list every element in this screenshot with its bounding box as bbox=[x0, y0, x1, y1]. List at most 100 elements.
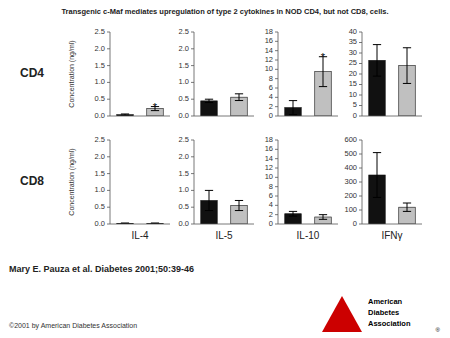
citation: Mary E. Pauza et al. Diabetes 2001;50:39… bbox=[9, 264, 194, 274]
tick-mark bbox=[191, 190, 194, 191]
tick-label: 0 bbox=[269, 111, 273, 120]
x-label: IFNγ bbox=[381, 230, 402, 241]
tick-mark bbox=[275, 205, 278, 206]
tick-mark bbox=[275, 140, 278, 141]
tick-mark bbox=[275, 214, 278, 215]
x-axis bbox=[110, 224, 170, 225]
tick-mark bbox=[275, 186, 278, 187]
tick-label: 300 bbox=[344, 177, 357, 186]
chart: Transgenic c-Maf mediates upregulation o… bbox=[0, 0, 450, 338]
tick-mark bbox=[107, 224, 110, 225]
tick-label: 200 bbox=[344, 191, 357, 200]
tick-label: 100 bbox=[344, 205, 357, 214]
tick-label: 1.5 bbox=[95, 61, 105, 70]
tick-label: 16 bbox=[265, 36, 273, 45]
tick-label: 30 bbox=[349, 48, 357, 57]
error-bar bbox=[319, 215, 327, 220]
tick-label: 10 bbox=[265, 64, 273, 73]
tick-mark bbox=[191, 173, 194, 174]
tick-mark bbox=[275, 158, 278, 159]
tick-mark bbox=[191, 224, 194, 225]
tick-mark bbox=[107, 173, 110, 174]
panel: 0.00.51.01.52.02.5IL-4 bbox=[95, 135, 170, 241]
tick-mark bbox=[107, 32, 110, 33]
panel: 0.00.51.01.52.02.5* bbox=[95, 27, 170, 120]
error-bar bbox=[289, 211, 297, 216]
tick-mark bbox=[275, 168, 278, 169]
tick-label: 2.0 bbox=[179, 152, 189, 161]
y-axis bbox=[362, 140, 363, 224]
tick-label: 1.0 bbox=[179, 185, 189, 194]
row-label: CD4 bbox=[20, 66, 44, 80]
copyright: ©2001 by American Diabetes Association bbox=[9, 322, 137, 330]
tick-mark bbox=[359, 53, 362, 54]
tick-label: 8 bbox=[269, 182, 273, 191]
marks bbox=[369, 45, 416, 116]
tick-label: 2.5 bbox=[95, 27, 105, 36]
error-bar bbox=[235, 94, 243, 101]
tick-mark bbox=[275, 32, 278, 33]
tick-label: 400 bbox=[344, 163, 357, 172]
tick-label: 2.0 bbox=[95, 44, 105, 53]
tick-label: 8 bbox=[269, 74, 273, 83]
x-label: IL-4 bbox=[131, 230, 149, 241]
tick-label: 16 bbox=[265, 144, 273, 153]
tick-label: 600 bbox=[344, 135, 357, 144]
tick-mark bbox=[359, 210, 362, 211]
tick-mark bbox=[107, 116, 110, 117]
tick-mark bbox=[275, 78, 278, 79]
tick-label: 6 bbox=[269, 191, 273, 200]
tick-mark bbox=[275, 50, 278, 51]
logo-text: Association bbox=[368, 319, 411, 328]
logo-mark: ® bbox=[436, 327, 441, 333]
marks bbox=[285, 211, 332, 224]
annotation: * bbox=[321, 51, 326, 63]
y-axis bbox=[194, 32, 195, 116]
panel: 0510152025303540 bbox=[349, 27, 422, 120]
title: Transgenic c-Maf mediates upregulation o… bbox=[61, 7, 388, 16]
panel: 024681012141618IL-10 bbox=[265, 135, 338, 241]
tick-mark bbox=[359, 105, 362, 106]
tick-label: 4 bbox=[269, 92, 273, 101]
tick-mark bbox=[107, 156, 110, 157]
x-axis bbox=[362, 116, 422, 117]
x-axis bbox=[278, 224, 338, 225]
tick-label: 1.5 bbox=[179, 169, 189, 178]
tick-label: 2 bbox=[269, 102, 273, 111]
panel: 024681012141618* bbox=[265, 27, 338, 120]
tick-label: 2.5 bbox=[179, 135, 189, 144]
row-label: CD8 bbox=[20, 174, 44, 188]
tick-label: 0.0 bbox=[179, 219, 189, 228]
tick-mark bbox=[275, 106, 278, 107]
tick-mark bbox=[275, 116, 278, 117]
tick-label: 2.0 bbox=[179, 44, 189, 53]
tick-mark bbox=[359, 74, 362, 75]
tick-mark bbox=[191, 99, 194, 100]
tick-mark bbox=[359, 32, 362, 33]
tick-label: 1.0 bbox=[95, 77, 105, 86]
tick-label: 0.0 bbox=[95, 219, 105, 228]
panel: 0100200300400500600IFNγ bbox=[344, 135, 422, 241]
error-bar bbox=[403, 203, 411, 211]
error-bar bbox=[121, 114, 129, 115]
bar bbox=[201, 101, 218, 116]
tick-mark bbox=[191, 116, 194, 117]
tick-mark bbox=[275, 224, 278, 225]
error-bar bbox=[373, 45, 381, 77]
tick-mark bbox=[107, 190, 110, 191]
tick-mark bbox=[191, 32, 194, 33]
tick-mark bbox=[275, 196, 278, 197]
annotation: * bbox=[153, 101, 158, 113]
tick-label: 12 bbox=[265, 55, 273, 64]
tick-label: 1.0 bbox=[179, 77, 189, 86]
tick-mark bbox=[191, 140, 194, 141]
x-label: IL-10 bbox=[297, 230, 320, 241]
tick-mark bbox=[107, 48, 110, 49]
marks bbox=[285, 57, 332, 116]
panel: 0.00.51.01.52.02.5 bbox=[179, 27, 254, 120]
tick-label: 0.0 bbox=[95, 111, 105, 120]
x-axis bbox=[110, 116, 170, 117]
tick-mark bbox=[107, 82, 110, 83]
x-axis bbox=[362, 224, 422, 225]
tick-label: 0 bbox=[353, 111, 357, 120]
